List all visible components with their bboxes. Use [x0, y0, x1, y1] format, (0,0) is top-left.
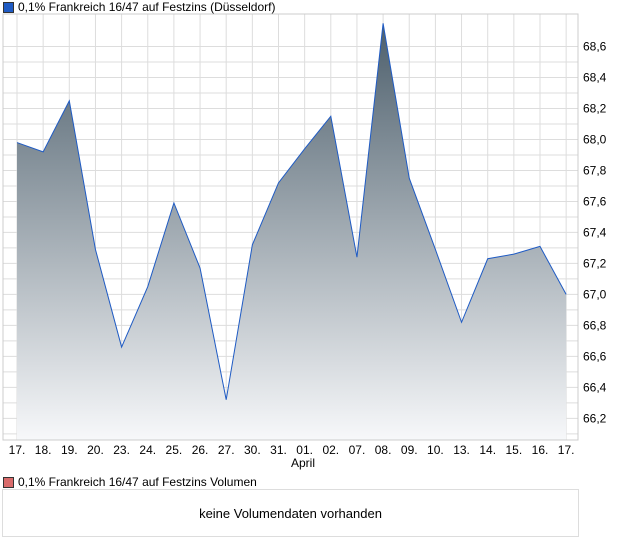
y-tick-label: 68,4 — [583, 71, 607, 85]
x-tick-label: 07. — [349, 443, 366, 457]
price-area — [17, 23, 567, 440]
volume-legend-swatch — [3, 476, 14, 488]
x-tick-label: 13. — [453, 443, 470, 457]
x-tick-label: 02. — [322, 443, 339, 457]
y-tick-label: 66,8 — [583, 318, 607, 332]
x-tick-label: 23. — [113, 443, 130, 457]
plot-frame — [2, 13, 579, 441]
y-tick-label: 68,6 — [583, 40, 607, 54]
x-tick-label: 15. — [506, 443, 523, 457]
x-tick-label: 27. — [218, 443, 235, 457]
volume-empty-message: keine Volumendaten vorhanden — [199, 505, 382, 521]
volume-legend: 0,1% Frankreich 16/47 auf Festzins Volum… — [3, 475, 257, 489]
y-tick-label: 68,0 — [583, 132, 607, 146]
x-tick-label: 10. — [427, 443, 444, 457]
x-tick-label: 31. — [270, 443, 287, 457]
y-tick-label: 67,2 — [583, 256, 607, 270]
y-tick-label: 66,6 — [583, 349, 607, 363]
y-tick-label: 67,0 — [583, 287, 607, 301]
y-tick-label: 67,8 — [583, 163, 607, 177]
x-tick-label: 20. — [87, 443, 104, 457]
x-tick-label: 09. — [401, 443, 418, 457]
y-tick-label: 67,4 — [583, 225, 607, 239]
price-line — [16, 23, 567, 400]
y-tick-label: 68,2 — [583, 101, 607, 115]
price-legend: 0,1% Frankreich 16/47 auf Festzins (Düss… — [3, 0, 275, 14]
month-label: April — [291, 456, 315, 470]
price-legend-swatch — [3, 1, 14, 13]
y-tick-label: 66,4 — [583, 380, 607, 394]
x-tick-label: 18. — [35, 443, 52, 457]
y-tick-label: 67,6 — [583, 194, 607, 208]
x-tick-label: 17. — [9, 443, 26, 457]
x-tick-label: 30. — [244, 443, 261, 457]
volume-legend-label: 0,1% Frankreich 16/47 auf Festzins Volum… — [18, 475, 257, 489]
x-tick-label: 01. — [296, 443, 313, 457]
x-tick-label: 14. — [479, 443, 496, 457]
x-tick-label: 19. — [61, 443, 78, 457]
x-tick-label: 08. — [375, 443, 392, 457]
x-tick-label: 26. — [192, 443, 209, 457]
price-legend-label: 0,1% Frankreich 16/47 auf Festzins (Düss… — [18, 0, 276, 14]
volume-panel: keine Volumendaten vorhanden — [2, 489, 579, 537]
x-tick-label: 25. — [166, 443, 183, 457]
y-tick-label: 66,2 — [583, 411, 607, 425]
x-tick-label: 17. — [558, 443, 575, 457]
price-chart: 66,2 66,4 66,6 66,8 67,0 67,2 67,4 67,6 67,8 68,0… — [2, 13, 607, 470]
x-tick-label: 16. — [532, 443, 549, 457]
x-tick-label: 24. — [139, 443, 156, 457]
